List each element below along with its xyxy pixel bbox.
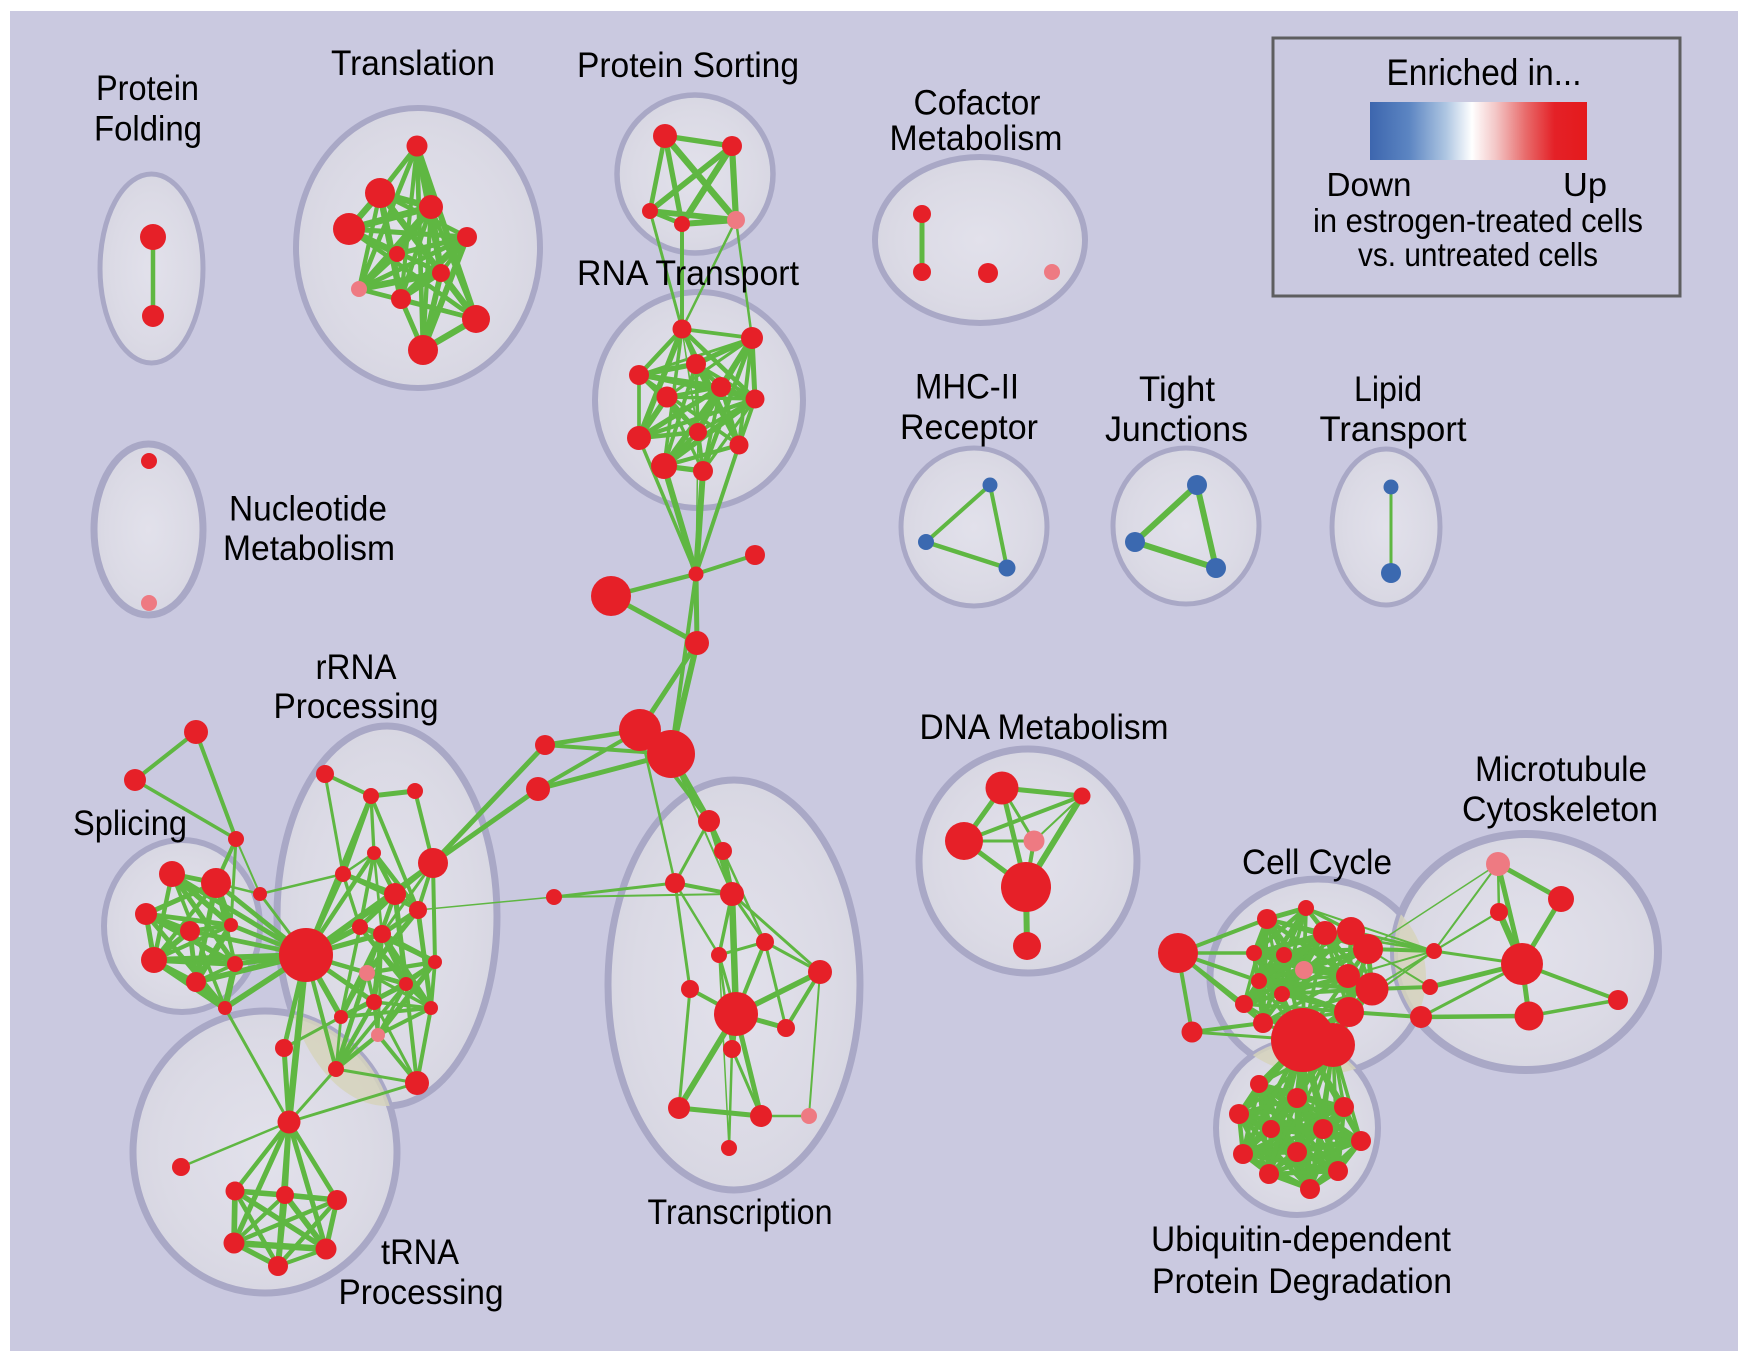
svg-text:Protein Degradation: Protein Degradation bbox=[1152, 1262, 1452, 1301]
svg-text:Cell Cycle: Cell Cycle bbox=[1242, 843, 1392, 882]
svg-text:RNA Transport: RNA Transport bbox=[577, 254, 799, 293]
svg-text:Transport: Transport bbox=[1320, 410, 1467, 449]
svg-text:DNA Metabolism: DNA Metabolism bbox=[920, 708, 1169, 747]
svg-text:Processing: Processing bbox=[339, 1273, 504, 1312]
svg-text:MHC-II: MHC-II bbox=[915, 368, 1019, 407]
svg-text:vs. untreated cells: vs. untreated cells bbox=[1358, 236, 1598, 273]
svg-text:Metabolism: Metabolism bbox=[223, 529, 395, 568]
svg-text:Processing: Processing bbox=[274, 687, 439, 726]
svg-text:Metabolism: Metabolism bbox=[890, 119, 1063, 158]
svg-text:in estrogen-treated cells: in estrogen-treated cells bbox=[1313, 202, 1643, 239]
svg-text:Microtubule: Microtubule bbox=[1475, 750, 1647, 789]
svg-text:Translation: Translation bbox=[331, 44, 495, 83]
svg-text:rRNA: rRNA bbox=[316, 648, 398, 687]
svg-text:Junctions: Junctions bbox=[1105, 410, 1248, 449]
svg-text:Protein Sorting: Protein Sorting bbox=[577, 46, 799, 85]
svg-text:Splicing: Splicing bbox=[73, 804, 187, 843]
svg-text:Receptor: Receptor bbox=[900, 408, 1038, 447]
svg-text:Tight: Tight bbox=[1139, 370, 1215, 409]
svg-text:Down: Down bbox=[1327, 166, 1412, 203]
svg-text:Lipid: Lipid bbox=[1354, 370, 1422, 409]
svg-text:Cytoskeleton: Cytoskeleton bbox=[1462, 790, 1658, 829]
svg-text:tRNA: tRNA bbox=[381, 1233, 460, 1272]
svg-text:Up: Up bbox=[1563, 166, 1607, 203]
svg-text:Nucleotide: Nucleotide bbox=[229, 490, 387, 529]
svg-text:Enriched in...: Enriched in... bbox=[1387, 52, 1582, 93]
svg-text:Protein: Protein bbox=[96, 69, 199, 108]
svg-text:Folding: Folding bbox=[94, 110, 202, 149]
svg-text:Ubiquitin-dependent: Ubiquitin-dependent bbox=[1151, 1220, 1451, 1259]
svg-text:Transcription: Transcription bbox=[648, 1193, 833, 1232]
svg-text:Cofactor: Cofactor bbox=[914, 84, 1041, 123]
